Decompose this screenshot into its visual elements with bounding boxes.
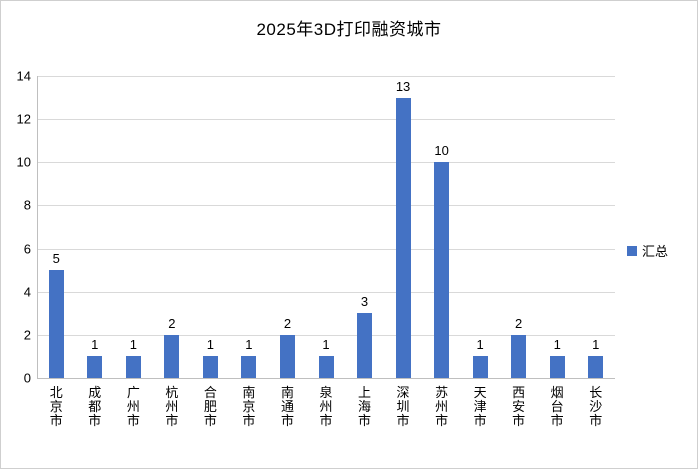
bar-苏州市	[434, 162, 450, 378]
bar-value-label: 1	[206, 337, 214, 353]
bar-value-label: 2	[168, 315, 176, 331]
bar-value-label: 2	[283, 315, 292, 331]
gridline	[37, 291, 615, 293]
bar-value-label: 5	[52, 251, 60, 267]
gridline	[37, 334, 615, 336]
bar-value-label: 13	[395, 78, 411, 94]
x-axis-category-label: 上海市	[358, 385, 372, 428]
y-axis-tick-label: 14	[16, 68, 31, 84]
legend-label: 汇总	[642, 244, 669, 259]
y-axis-tick-label: 2	[23, 327, 31, 343]
chart-title: 2025年3D打印融资城市	[256, 20, 442, 39]
x-axis-category-label: 深圳市	[396, 385, 410, 428]
bar-杭州市	[164, 334, 180, 378]
bar-烟台市	[549, 356, 565, 378]
bar-value-label: 3	[360, 294, 369, 310]
bar-南通市	[279, 334, 295, 378]
bar-泉州市	[318, 356, 334, 378]
bar-value-label: 1	[553, 337, 561, 353]
bar-value-label: 1	[322, 337, 330, 353]
x-axis-category-label: 长沙市	[589, 385, 603, 428]
bar-value-label: 1	[129, 337, 137, 353]
bar-value-label: 1	[91, 337, 99, 353]
bar-南京市	[241, 356, 257, 378]
bar-value-label: 2	[515, 315, 523, 331]
x-axis-category-label: 杭州市	[165, 385, 179, 428]
bar-北京市	[48, 270, 64, 378]
bar-合肥市	[202, 356, 218, 378]
y-axis-line	[37, 76, 38, 378]
bar-value-label: 1	[592, 337, 600, 353]
legend: 汇总	[627, 241, 668, 260]
bar-西安市	[511, 334, 527, 378]
x-axis-category-label: 苏州市	[435, 385, 449, 428]
x-axis-category-label: 南通市	[280, 385, 294, 428]
gridline	[37, 119, 615, 121]
bar-value-label: 1	[476, 337, 484, 353]
bar-长沙市	[588, 356, 604, 378]
x-axis-category-label: 泉州市	[319, 385, 333, 428]
gridline	[37, 162, 615, 164]
bar-天津市	[472, 356, 488, 378]
legend-swatch-icon	[627, 245, 637, 256]
gridline	[37, 76, 615, 77]
y-axis-tick-label: 12	[16, 111, 31, 127]
bar-深圳市	[395, 97, 411, 378]
x-axis-category-label: 烟台市	[550, 385, 564, 428]
bar-value-label: 10	[434, 143, 449, 159]
y-axis-tick-label: 8	[23, 197, 31, 213]
y-axis-tick-label: 10	[16, 154, 31, 170]
gridline	[37, 248, 615, 250]
x-axis-category-label: 成都市	[88, 385, 102, 428]
x-axis-category-label: 南京市	[242, 385, 256, 428]
gridline	[37, 205, 615, 207]
bar-成都市	[87, 356, 103, 378]
y-axis-tick-label: 6	[23, 241, 31, 257]
x-axis-line	[37, 378, 615, 379]
bar-value-label: 1	[245, 337, 253, 353]
x-axis-category-label: 天津市	[473, 385, 487, 428]
bar-上海市	[357, 313, 373, 378]
bar-广州市	[125, 356, 141, 378]
x-axis-category-label: 北京市	[49, 385, 63, 428]
y-axis-tick-label: 4	[23, 284, 31, 300]
y-axis-tick-label: 0	[23, 370, 31, 386]
x-axis-category-label: 合肥市	[203, 385, 217, 428]
x-axis-category-label: 广州市	[126, 385, 140, 428]
x-axis-category-label: 西安市	[512, 385, 526, 428]
